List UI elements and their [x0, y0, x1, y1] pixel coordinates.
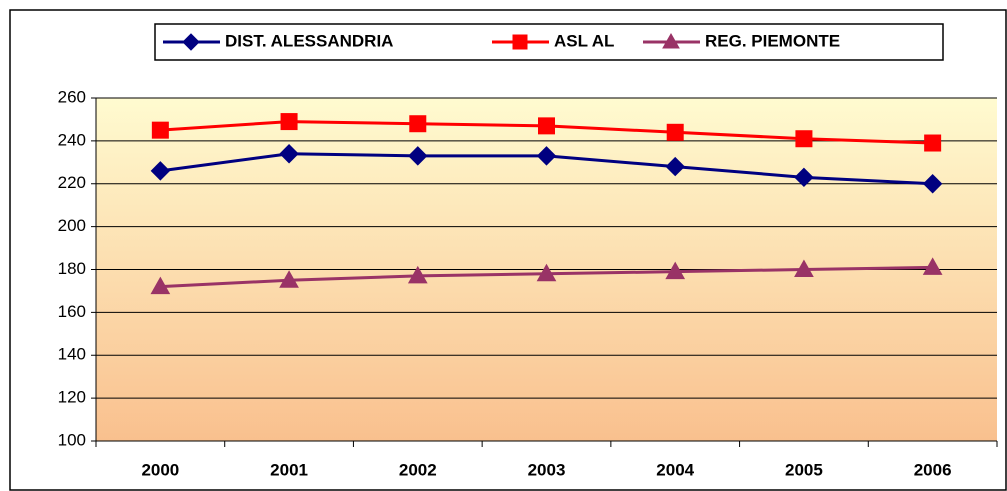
marker [408, 146, 428, 166]
x-tick-label: 2003 [528, 460, 566, 479]
legend-label: DIST. ALESSANDRIA [225, 31, 393, 50]
legend-label: ASL AL [554, 31, 614, 50]
marker [279, 144, 299, 164]
x-tick-label: 2001 [270, 460, 308, 479]
marker [409, 115, 427, 133]
marker [538, 117, 555, 135]
marker [924, 134, 942, 152]
y-tick-label: 160 [58, 302, 86, 321]
x-tick-label: 2002 [399, 460, 437, 479]
marker [279, 270, 299, 288]
marker [794, 167, 814, 188]
marker [150, 276, 171, 295]
y-tick-label: 100 [58, 430, 86, 449]
marker [666, 123, 684, 141]
marker [922, 174, 943, 194]
marker [665, 261, 686, 280]
y-tick-label: 260 [58, 87, 86, 106]
marker [536, 263, 557, 282]
y-tick-label: 140 [58, 345, 86, 364]
marker [407, 265, 428, 284]
x-tick-label: 2005 [785, 460, 823, 479]
x-tick-label: 2000 [141, 460, 179, 479]
marker [665, 156, 685, 177]
marker [795, 130, 813, 148]
marker [150, 161, 171, 181]
x-tick-label: 2006 [914, 460, 952, 479]
marker [794, 259, 814, 277]
y-tick-label: 220 [58, 173, 86, 192]
marker [280, 113, 298, 131]
marker [922, 257, 943, 275]
y-tick-label: 200 [58, 216, 86, 235]
marker [182, 33, 200, 51]
marker [151, 121, 169, 139]
marker [512, 34, 528, 50]
x-tick-label: 2004 [656, 460, 694, 479]
legend-label: REG. PIEMONTE [705, 31, 840, 50]
y-tick-label: 240 [58, 130, 86, 149]
y-tick-label: 180 [58, 259, 86, 278]
marker [662, 32, 680, 49]
marker [536, 146, 557, 166]
y-tick-label: 120 [58, 388, 86, 407]
